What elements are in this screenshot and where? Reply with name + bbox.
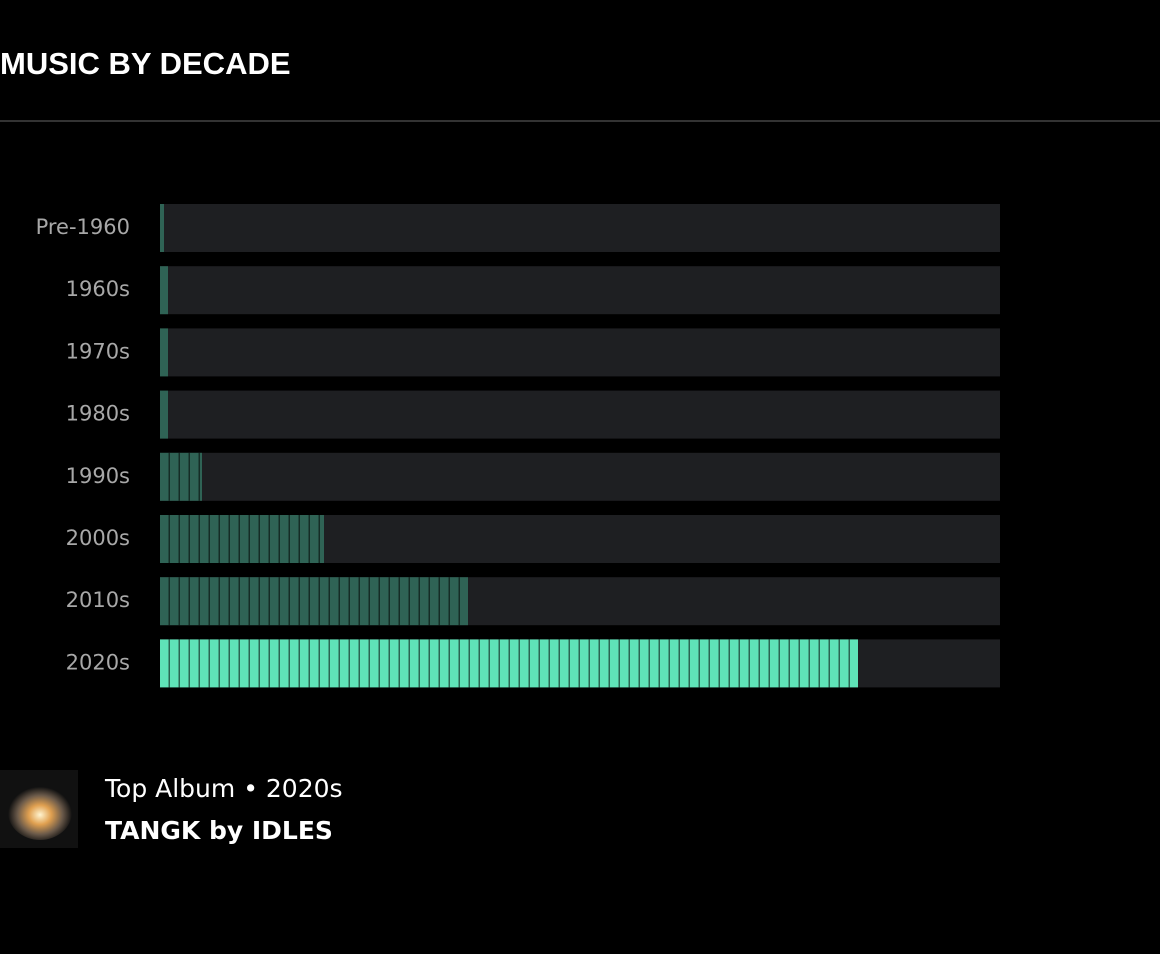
category-label: 2020s	[66, 650, 130, 674]
album-caption: Top Album • 2020s	[104, 774, 343, 803]
category-label: 1980s	[66, 402, 130, 426]
bar-track	[160, 452, 1000, 501]
album-title: TANGK by IDLES	[105, 816, 333, 845]
bar-stripes	[160, 390, 168, 439]
section-title: MUSIC BY DECADE	[0, 46, 291, 81]
bar-stripes	[160, 515, 324, 563]
bar-track	[160, 266, 1000, 315]
category-label: Pre-1960	[36, 215, 130, 239]
bar-stripes	[160, 639, 858, 688]
bar-stripes	[160, 452, 202, 501]
bar-track	[160, 390, 1000, 439]
bar-stripes	[160, 266, 168, 315]
bar-stripes	[160, 204, 164, 252]
category-label: 2010s	[66, 588, 130, 612]
album-art	[8, 784, 72, 840]
bar-chart: Pre-1960 1960s 1970s 1980s 1990s 2000s 2010s 20…	[36, 204, 1000, 688]
category-label: 2000s	[66, 526, 130, 550]
bar-track	[160, 204, 1000, 252]
bar-stripes	[160, 577, 468, 626]
category-label: 1960s	[66, 277, 130, 301]
category-label: 1970s	[66, 339, 130, 363]
bar-track	[160, 328, 1000, 377]
top-album: Top Album • 2020s TANGK by IDLES	[0, 770, 343, 848]
bar-stripes	[160, 328, 168, 377]
category-label: 1990s	[66, 464, 130, 488]
